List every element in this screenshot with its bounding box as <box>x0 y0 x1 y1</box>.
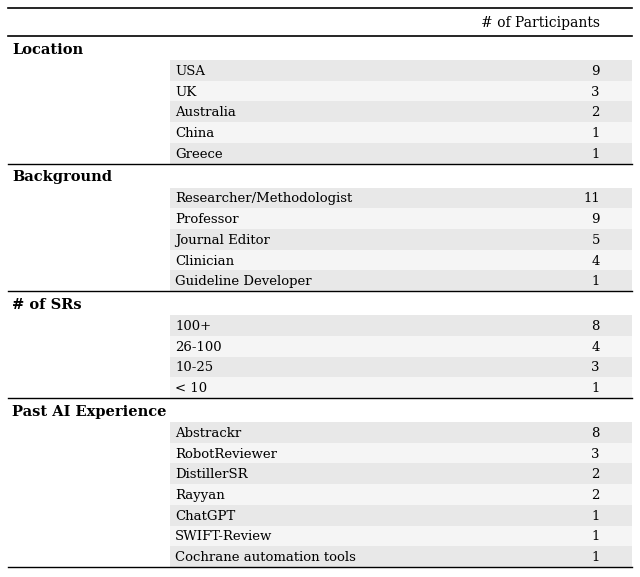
Text: Professor: Professor <box>175 213 239 226</box>
Bar <box>170 463 632 484</box>
Bar <box>170 484 632 505</box>
Bar <box>170 122 632 143</box>
Text: 5: 5 <box>591 234 600 247</box>
Text: 3: 3 <box>591 448 600 460</box>
Text: Background: Background <box>12 170 112 185</box>
Bar <box>170 505 632 526</box>
Bar <box>170 357 632 377</box>
Text: RobotReviewer: RobotReviewer <box>175 448 277 460</box>
Text: 8: 8 <box>591 427 600 440</box>
Text: 9: 9 <box>591 213 600 226</box>
Bar <box>170 377 632 398</box>
Text: Location: Location <box>12 43 83 57</box>
Text: 1: 1 <box>591 509 600 523</box>
Text: UK: UK <box>175 85 196 99</box>
Text: 100+: 100+ <box>175 320 211 333</box>
Text: ChatGPT: ChatGPT <box>175 509 236 523</box>
Text: SWIFT-Review: SWIFT-Review <box>175 530 273 544</box>
Text: 11: 11 <box>583 193 600 205</box>
Bar <box>170 208 632 229</box>
Bar <box>170 546 632 567</box>
Text: 3: 3 <box>591 361 600 374</box>
Bar <box>170 250 632 271</box>
Text: Rayyan: Rayyan <box>175 489 225 502</box>
Text: # of Participants: # of Participants <box>481 16 600 31</box>
Text: 26-100: 26-100 <box>175 341 221 354</box>
Bar <box>170 422 632 443</box>
Text: 1: 1 <box>591 127 600 140</box>
Text: # of SRs: # of SRs <box>12 298 82 312</box>
Text: 2: 2 <box>591 106 600 119</box>
Text: 2: 2 <box>591 469 600 481</box>
Text: < 10: < 10 <box>175 382 207 395</box>
Text: Greece: Greece <box>175 148 223 161</box>
Text: 8: 8 <box>591 320 600 333</box>
Bar <box>170 188 632 208</box>
Bar <box>170 102 632 122</box>
Text: Researcher/Methodologist: Researcher/Methodologist <box>175 193 352 205</box>
Text: USA: USA <box>175 65 205 78</box>
Bar <box>170 336 632 357</box>
Text: 2: 2 <box>591 489 600 502</box>
Text: 3: 3 <box>591 85 600 99</box>
Text: Cochrane automation tools: Cochrane automation tools <box>175 551 356 564</box>
Text: 9: 9 <box>591 65 600 78</box>
Text: 1: 1 <box>591 551 600 564</box>
Text: 10-25: 10-25 <box>175 361 213 374</box>
Text: 1: 1 <box>591 382 600 395</box>
Text: Abstrackr: Abstrackr <box>175 427 241 440</box>
Text: DistillerSR: DistillerSR <box>175 469 248 481</box>
Bar <box>170 443 632 463</box>
Text: Past AI Experience: Past AI Experience <box>12 405 166 419</box>
Text: Guideline Developer: Guideline Developer <box>175 275 312 288</box>
Bar <box>170 229 632 250</box>
Text: 1: 1 <box>591 148 600 161</box>
Bar <box>170 81 632 102</box>
Bar <box>170 143 632 163</box>
Text: China: China <box>175 127 214 140</box>
Text: Journal Editor: Journal Editor <box>175 234 270 247</box>
Bar <box>170 315 632 336</box>
Text: Australia: Australia <box>175 106 236 119</box>
Text: 1: 1 <box>591 275 600 288</box>
Text: 4: 4 <box>591 341 600 354</box>
Bar <box>170 271 632 291</box>
Bar <box>170 60 632 81</box>
Text: 4: 4 <box>591 254 600 268</box>
Text: Clinician: Clinician <box>175 254 234 268</box>
Text: 1: 1 <box>591 530 600 544</box>
Bar <box>170 526 632 546</box>
